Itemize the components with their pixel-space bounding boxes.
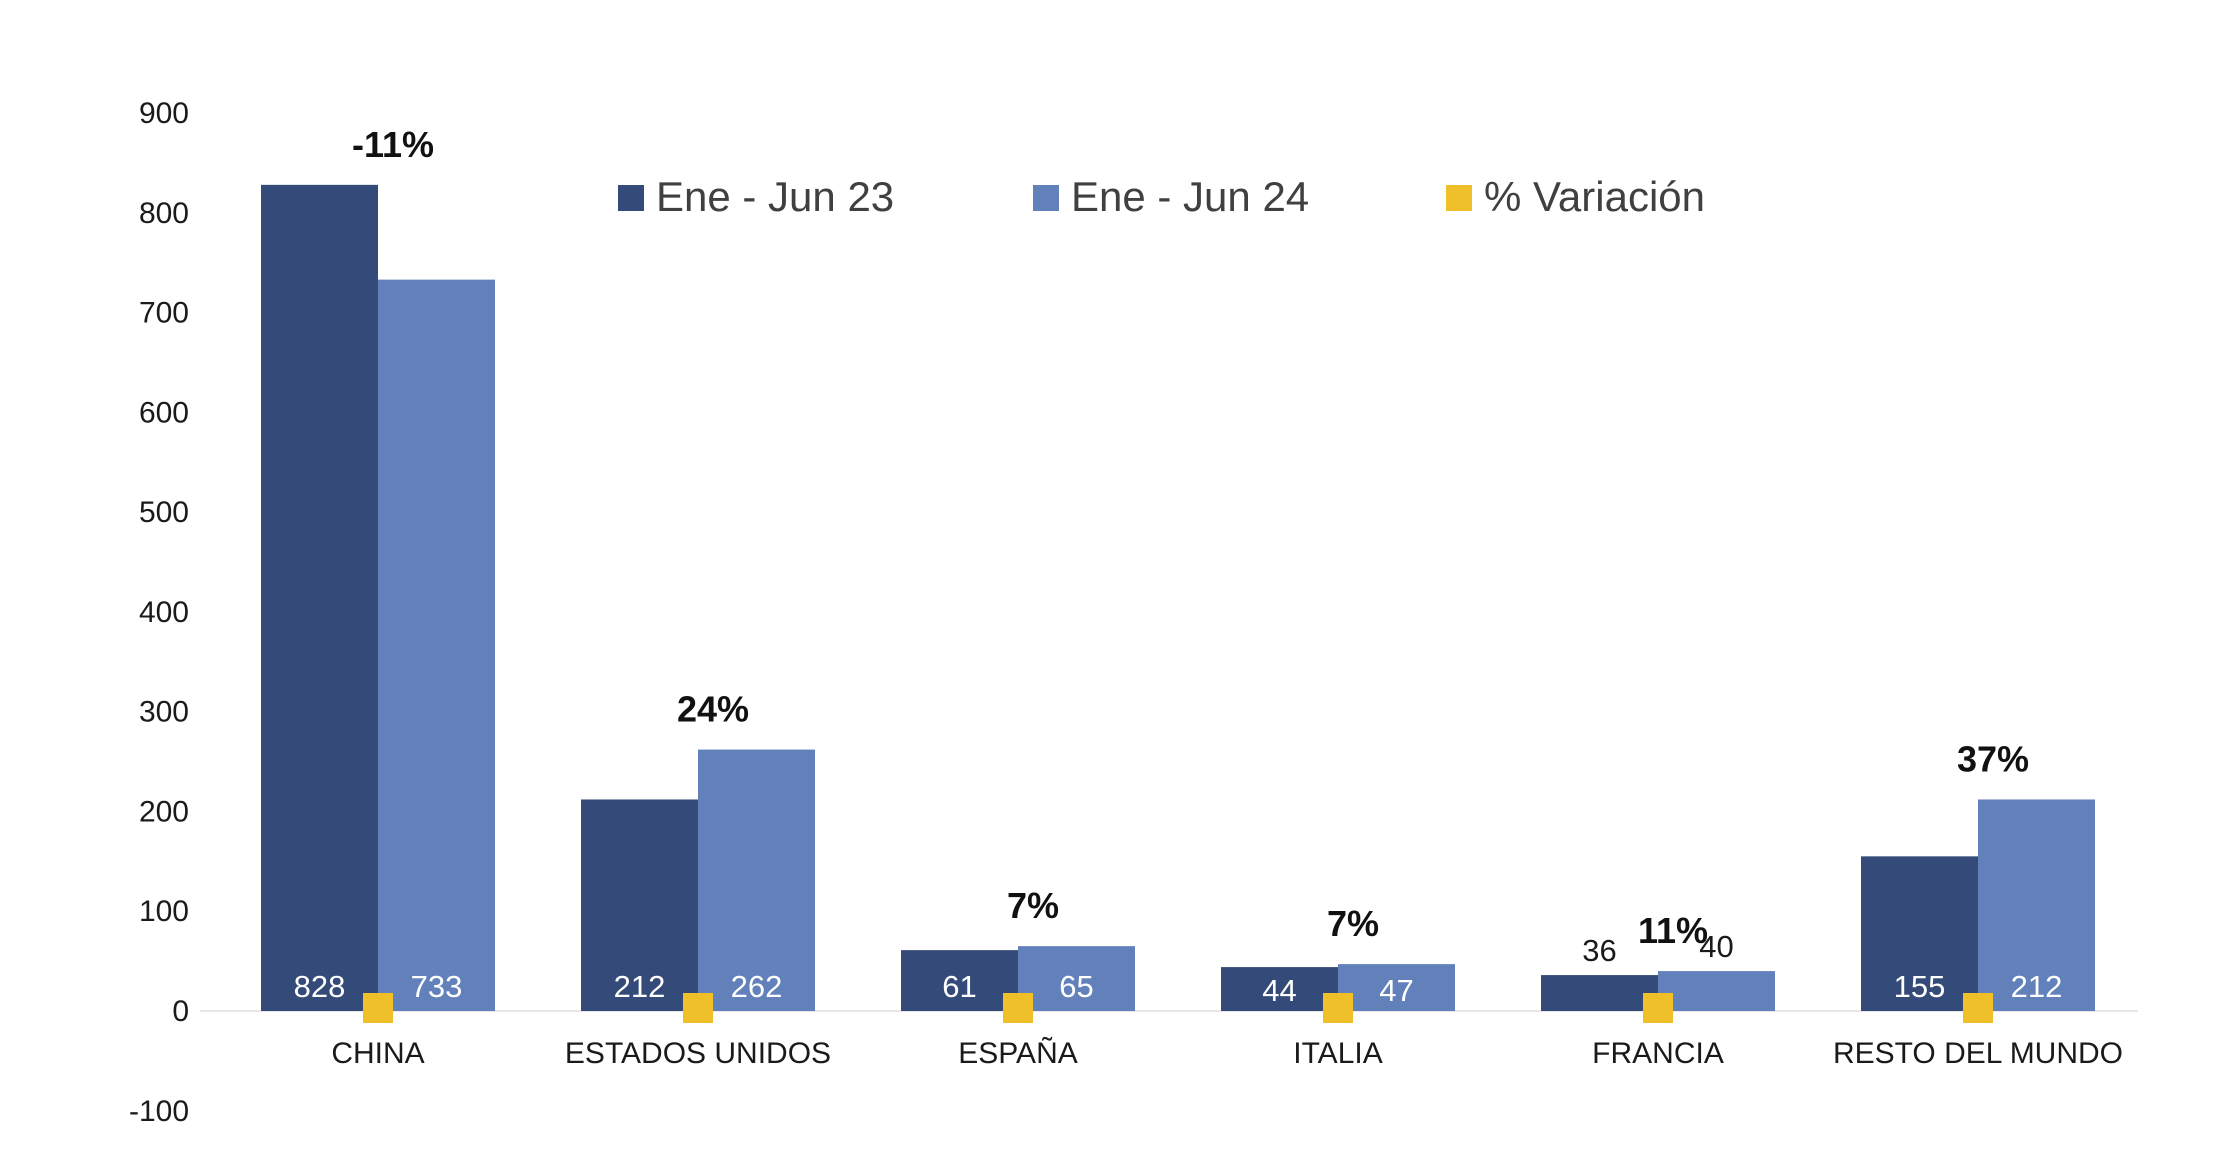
y-tick-label: 200 [139,795,189,828]
bar-ene-jun-23 [1221,967,1338,1011]
bar-ene-jun-23 [1861,856,1978,1011]
data-label: 828 [294,969,346,1004]
variation-label: 37% [1957,738,2029,779]
variation-marker [363,993,393,1023]
category-label: ESTADOS UNIDOS [565,1037,831,1070]
data-label: 733 [411,969,463,1004]
data-label: 61 [942,969,976,1004]
bar-ene-jun-24 [698,749,815,1011]
legend-ene-jun-24-label: Ene - Jun 24 [1071,173,1309,220]
data-label: 262 [731,969,783,1004]
data-label: 36 [1582,933,1616,968]
data-label: 44 [1262,973,1296,1008]
data-label: 212 [614,969,666,1004]
category-label: FRANCIA [1592,1037,1724,1070]
legend-ene-jun-23-label: Ene - Jun 23 [656,173,894,220]
variation-label: 7% [1327,903,1379,944]
variation-label: 24% [677,689,749,730]
y-tick-label: 900 [139,97,189,130]
legend-variacion-swatch [1446,185,1472,211]
bar-ene-jun-23 [261,184,378,1012]
y-tick-label: 300 [139,696,189,729]
variation-label: 11% [1638,910,1708,951]
y-tick-label: 0 [172,995,189,1028]
category-label: ESPAÑA [958,1036,1078,1070]
variation-marker [1003,993,1033,1023]
bar-ene-jun-24 [1658,971,1775,1011]
y-tick-label: -100 [129,1095,189,1128]
variation-label: -11% [352,124,434,165]
bar-ene-jun-23 [581,799,698,1011]
y-tick-label: 500 [139,496,189,529]
bar-ene-jun-23 [901,950,1018,1011]
bar-ene-jun-24 [1338,964,1455,1011]
y-tick-label: 800 [139,197,189,230]
category-label: ITALIA [1293,1037,1382,1070]
bar-ene-jun-23 [1541,975,1658,1011]
data-label: 212 [2011,969,2063,1004]
variation-marker [1963,993,1993,1023]
y-tick-label: 400 [139,596,189,629]
variation-marker [1643,993,1673,1023]
data-label: 155 [1894,969,1946,1004]
data-label: 65 [1059,969,1093,1004]
category-label: CHINA [331,1037,424,1070]
y-tick-label: 600 [139,396,189,429]
y-tick-label: 100 [139,895,189,928]
legend-ene-jun-23-swatch [618,185,644,211]
data-label: 47 [1379,973,1413,1008]
data-label: 40 [1699,929,1733,964]
legend-variacion-label: % Variación [1484,173,1705,220]
legend-ene-jun-24-swatch [1033,185,1059,211]
bar-ene-jun-24 [1018,946,1135,1011]
variation-label: 7% [1007,885,1059,926]
bar-ene-jun-24 [378,279,495,1011]
variation-marker [683,993,713,1023]
category-label: RESTO DEL MUNDO [1833,1037,2123,1070]
bar-ene-jun-24 [1978,799,2095,1011]
y-tick-label: 700 [139,297,189,330]
variation-marker [1323,993,1353,1023]
